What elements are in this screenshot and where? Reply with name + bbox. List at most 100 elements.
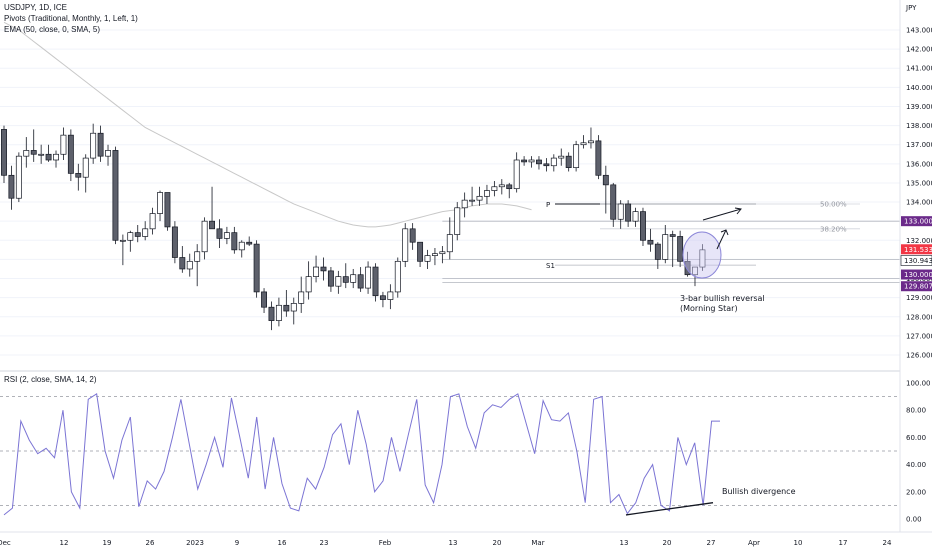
price-tick-label: 127.000 bbox=[906, 332, 932, 340]
time-tick-label: Apr bbox=[748, 539, 760, 547]
price-gridlines bbox=[0, 29, 900, 356]
time-tick-label: 13 bbox=[620, 539, 629, 547]
candle-body bbox=[179, 257, 186, 270]
candle-body bbox=[632, 211, 639, 222]
price-tag-bg bbox=[900, 255, 932, 266]
candle-body bbox=[506, 184, 513, 190]
candle-body bbox=[446, 234, 453, 253]
candle-body bbox=[595, 140, 602, 176]
candle-body bbox=[38, 153, 45, 156]
candle-body bbox=[290, 303, 297, 312]
candle-body bbox=[558, 155, 565, 159]
candle-body bbox=[142, 228, 149, 237]
time-tick-label: 19 bbox=[103, 539, 112, 547]
pivot-label: S1 bbox=[546, 262, 555, 270]
candle-body bbox=[610, 184, 617, 220]
price-tick-label: 140.000 bbox=[906, 84, 932, 92]
candle-body bbox=[431, 253, 438, 256]
time-tick-label: 10 bbox=[794, 539, 803, 547]
price-tag-label: 130.000 bbox=[904, 271, 932, 279]
rsi-tick-label: 60.00 bbox=[906, 434, 926, 442]
price-tag-label: 133.000 bbox=[904, 218, 932, 226]
candle-body bbox=[491, 186, 498, 191]
time-tick-label: 13 bbox=[449, 539, 458, 547]
candle-body bbox=[305, 276, 312, 293]
price-tag-label: 130.943 bbox=[904, 257, 932, 265]
time-axis-labels: Dec 12 19 26 2023 9 16 23 Feb 13 20 Mar 13 20 27 Apr 10 1… bbox=[0, 539, 892, 547]
candle-body bbox=[15, 155, 22, 199]
candle-body bbox=[565, 155, 572, 168]
time-tick-label: 2023 bbox=[186, 539, 204, 547]
price-tick-label: 126.000 bbox=[906, 352, 932, 360]
legend-pivots[interactable]: Pivots (Traditional, Monthly, 1, Left, 1… bbox=[4, 14, 138, 23]
candle-body bbox=[298, 291, 305, 304]
price-tag: 130.000 bbox=[901, 269, 932, 280]
candle-body bbox=[699, 249, 706, 268]
horizontal-levels bbox=[442, 203, 900, 283]
reversal-annotation-line1: 3-bar bullish reversal bbox=[680, 294, 765, 303]
candle-body bbox=[387, 291, 394, 300]
candle-body bbox=[521, 159, 528, 163]
time-tick-label: Mar bbox=[531, 539, 544, 547]
candle-body bbox=[625, 203, 632, 222]
price-tag-bg bbox=[901, 269, 932, 280]
legend-symbol[interactable]: USDJPY, 1D, ICE bbox=[4, 3, 67, 12]
time-tick-label: 24 bbox=[883, 539, 892, 547]
candle-body bbox=[231, 232, 238, 251]
ema-50-line bbox=[3, 21, 532, 228]
price-tick-label: 143.000 bbox=[906, 27, 932, 35]
legend-rsi[interactable]: RSI (2, close, SMA, 14, 2) bbox=[4, 375, 97, 384]
candle-body bbox=[209, 220, 215, 230]
candle-body bbox=[513, 159, 520, 190]
candle-body bbox=[543, 163, 550, 167]
divergence-line bbox=[625, 502, 714, 516]
price-tag-bg bbox=[901, 216, 932, 227]
candle-body bbox=[365, 266, 372, 289]
candle-body bbox=[692, 266, 698, 276]
candle-body bbox=[536, 159, 542, 165]
candle-body bbox=[335, 276, 342, 287]
time-tick-label: 17 bbox=[839, 539, 848, 547]
fib-label: 38.20% bbox=[820, 225, 847, 233]
candle-body bbox=[134, 232, 141, 237]
candle-body bbox=[498, 184, 505, 188]
candle-body bbox=[684, 260, 691, 276]
candle-body bbox=[75, 173, 82, 178]
price-axis-labels: 143.000 142.000 141.000 140.000 139.000 138.0… bbox=[906, 27, 932, 360]
candle-body bbox=[60, 134, 67, 155]
candle-body bbox=[588, 140, 594, 144]
time-tick-label: 16 bbox=[278, 539, 287, 547]
candle-body bbox=[350, 274, 357, 283]
legend-ema[interactable]: EMA (50, close, 0, SMA, 5) bbox=[4, 25, 101, 34]
time-tick-label: 27 bbox=[707, 539, 716, 547]
rsi-tick-label: 20.00 bbox=[906, 488, 926, 496]
candle-body bbox=[82, 157, 89, 178]
candle-body bbox=[320, 266, 327, 272]
candle-body bbox=[186, 260, 193, 270]
price-tick-label: 128.000 bbox=[906, 313, 932, 321]
candle-body bbox=[669, 234, 676, 237]
candle-body bbox=[439, 251, 446, 255]
time-tick-label: Feb bbox=[379, 539, 392, 547]
price-tick-label: 129.000 bbox=[906, 294, 932, 302]
rsi-axis-labels: 100.00 80.00 60.00 40.00 20.00 0.00 bbox=[906, 380, 931, 524]
candle-body bbox=[8, 174, 15, 199]
candle-body bbox=[394, 260, 401, 293]
reversal-annotation-line2: (Morning Star) bbox=[680, 304, 738, 313]
time-tick-label: 20 bbox=[493, 539, 502, 547]
rsi-tick-label: 80.00 bbox=[906, 407, 926, 415]
candle-body bbox=[417, 241, 424, 262]
candle-body bbox=[484, 190, 490, 197]
candle-body bbox=[327, 270, 334, 287]
price-tag-bg bbox=[901, 244, 932, 255]
price-tag-label: 129.807 bbox=[904, 283, 932, 291]
price-tick-label: 141.000 bbox=[906, 65, 932, 73]
candle-body bbox=[617, 203, 624, 220]
rsi-tick-label: 0.00 bbox=[906, 516, 922, 524]
price-tick-label: 132.000 bbox=[906, 237, 932, 245]
candle-body bbox=[127, 232, 134, 241]
candle-body bbox=[283, 304, 290, 312]
candle-body bbox=[30, 150, 37, 155]
candle-body bbox=[268, 306, 275, 321]
